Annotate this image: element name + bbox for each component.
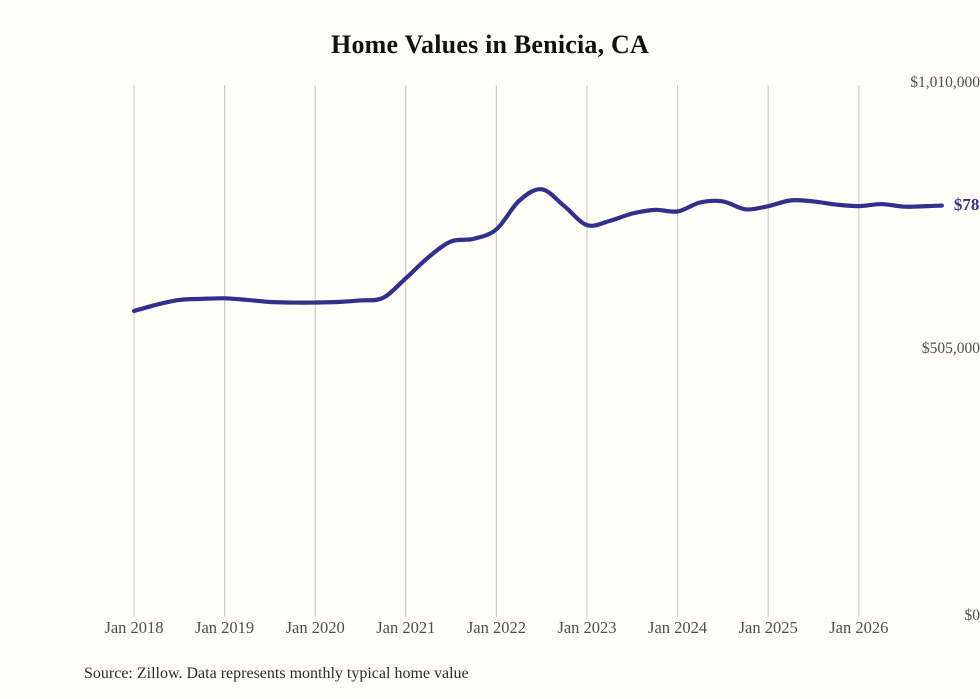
gridlines-group [133, 85, 860, 617]
x-axis-tick-label: Jan 2025 [738, 618, 798, 637]
x-axis-tick-label: Jan 2019 [195, 618, 255, 637]
series-end-value-annotation: $781,134 [953, 194, 980, 214]
y-axis-tick-label: $505,000 [921, 340, 980, 357]
source-note: Source: Zillow. Data represents monthly … [84, 665, 469, 682]
x-axis-tick-label: Jan 2022 [466, 618, 526, 637]
data-series-line-typical-home-value [131, 187, 944, 314]
x-axis-tick-label: Jan 2020 [285, 618, 345, 637]
x-axis-tick-label: Jan 2018 [104, 618, 164, 637]
page-title: Home Values in Benicia, CA [331, 30, 649, 59]
y-axis-tick-label: $0 [964, 607, 980, 624]
y-axis-tick-label: $1,010,000 [910, 74, 980, 91]
x-axis-tick-label: Jan 2024 [648, 618, 708, 637]
x-axis-tick-label: Jan 2023 [557, 618, 617, 637]
x-axis-tick-label: Jan 2026 [829, 618, 889, 637]
x-axis-tick-label: Jan 2021 [376, 618, 436, 637]
